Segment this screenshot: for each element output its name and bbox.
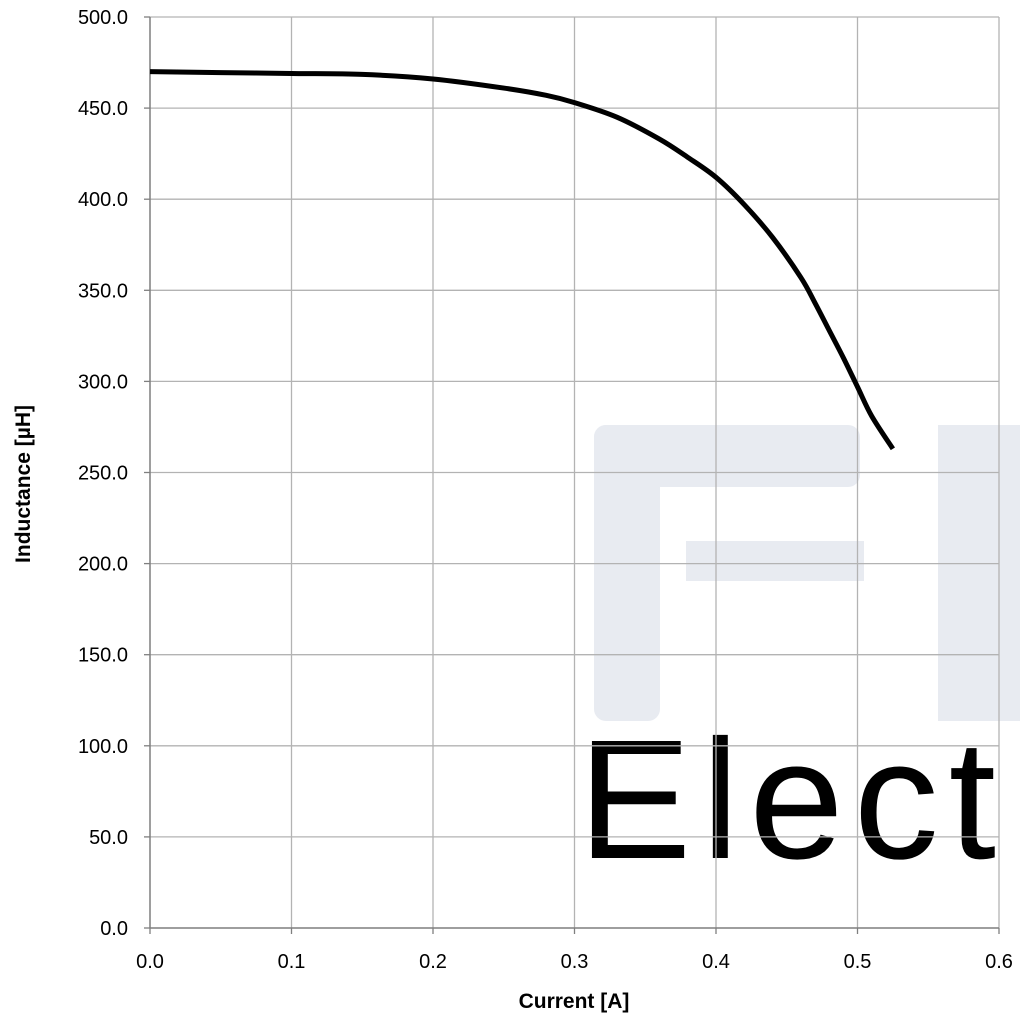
series-layer [149, 69, 895, 451]
y-tick-label: 450.0 [78, 98, 128, 120]
x-tick-label: 0.4 [702, 951, 730, 973]
y-tick-label: 250.0 [78, 463, 128, 485]
x-tick-label: 0.3 [561, 951, 589, 973]
y-axis-title: Inductance [µH] [12, 405, 35, 563]
x-tick-label: 0.1 [278, 951, 306, 973]
y-tick-label: 300.0 [78, 371, 128, 393]
y-tick-label: 0.0 [100, 918, 128, 940]
x-tick-labels: 0.0 0.1 0.2 0.3 0.4 0.5 0.6 [136, 951, 1013, 973]
watermark-logo: Elect [578, 425, 1020, 895]
y-tick-label: 150.0 [78, 645, 128, 667]
y-tick-label: 350.0 [78, 280, 128, 302]
y-tick-label: 50.0 [89, 827, 128, 849]
x-tick-label: 0.5 [844, 951, 872, 973]
axes [144, 16, 1000, 934]
y-tick-label: 200.0 [78, 554, 128, 576]
x-tick-label: 0.6 [985, 951, 1013, 973]
y-tick-label: 100.0 [78, 736, 128, 758]
x-tick-label: 0.0 [136, 951, 164, 973]
x-tick-label: 0.2 [419, 951, 447, 973]
x-axis-title: Current [A] [519, 990, 630, 1013]
y-tick-label: 400.0 [78, 189, 128, 211]
y-tick-label: 500.0 [78, 7, 128, 29]
series-line [149, 69, 895, 451]
y-tick-labels: 0.0 50.0 100.0 150.0 200.0 250.0 300.0 350.0 400… [78, 7, 128, 940]
watermark-text: Elect [578, 705, 1006, 895]
